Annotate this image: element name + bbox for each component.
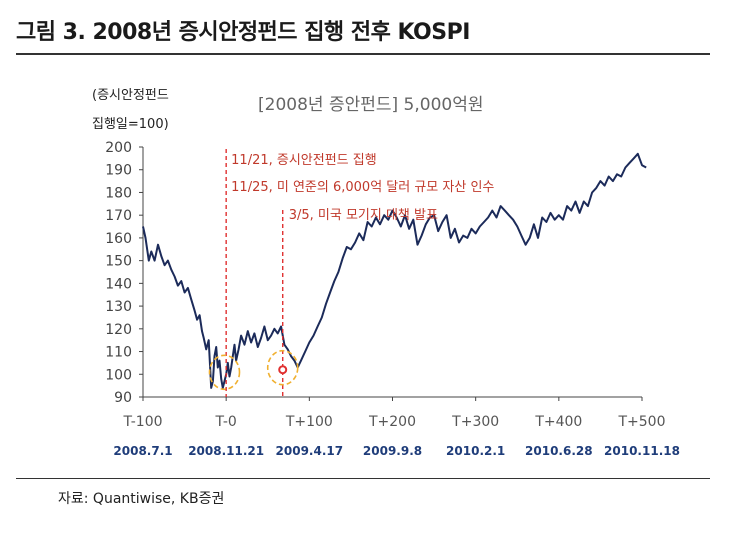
y-tick-label: 110	[105, 345, 132, 361]
y-tick-label: 170	[105, 208, 132, 224]
figure-title: 그림 3. 2008년 증시안정펀드 집행 전후 KOSPI	[16, 20, 470, 45]
y-tick-label: 150	[105, 254, 132, 270]
x-tick-date: 2008.7.1	[113, 444, 172, 458]
y-tick-label: 120	[105, 322, 132, 338]
chart-labels: 90 100 110 120 130 140 150 160 170 180 190 200 T-100…	[105, 140, 680, 458]
chart-subtitle: [2008년 증안펀드] 5,000억원	[258, 95, 484, 115]
x-tick-date: 2010.2.1	[446, 444, 505, 458]
source-divider	[16, 478, 710, 479]
y-tick-label: 100	[105, 367, 132, 383]
title-divider	[16, 53, 710, 55]
x-tick-label: T-100	[122, 414, 162, 430]
y-tick-label: 140	[105, 276, 132, 292]
x-tick-label: T+200	[368, 414, 416, 430]
kospi-line	[142, 152, 647, 389]
y-tick-label: 180	[105, 185, 132, 201]
annotation-label: 3/5, 미국 모기지 대책 발표	[289, 208, 438, 223]
highlight-circle	[208, 354, 241, 391]
y-tick-label: 190	[105, 163, 132, 179]
x-tick-label: T-0	[215, 414, 237, 430]
x-tick-date: 2008.11.21	[188, 444, 264, 458]
chart-marks	[142, 149, 647, 397]
x-tick-date: 2009.4.17	[276, 444, 344, 458]
x-tick-label: T+400	[534, 414, 582, 430]
x-tick-label: T+100	[285, 414, 333, 430]
y-tick-label: 90	[114, 390, 132, 406]
annotation-label: 11/21, 증시안전펀드 집행	[231, 152, 377, 168]
x-tick-date: 2010.6.28	[525, 444, 593, 458]
annotation-label: 11/25, 미 연준의 6,000억 달러 규모 자산 인수	[231, 180, 494, 195]
x-tick-date: 2010.11.18	[604, 444, 680, 458]
y-tick-label: 200	[105, 140, 132, 156]
y-axis-unit-line-1: (증시안정펀드	[92, 88, 169, 103]
x-tick-date: 2009.9.8	[363, 444, 422, 458]
highlight-point	[278, 365, 288, 375]
source-note: 자료: Quantiwise, KB증권	[58, 491, 225, 507]
x-tick-label: T+500	[617, 414, 665, 430]
y-tick-label: 130	[105, 299, 132, 315]
highlight-circle	[266, 349, 299, 386]
y-axis-unit-line-2: 집행일=100)	[92, 117, 169, 132]
x-tick-label: T+300	[451, 414, 499, 430]
y-tick-label: 160	[105, 231, 132, 247]
